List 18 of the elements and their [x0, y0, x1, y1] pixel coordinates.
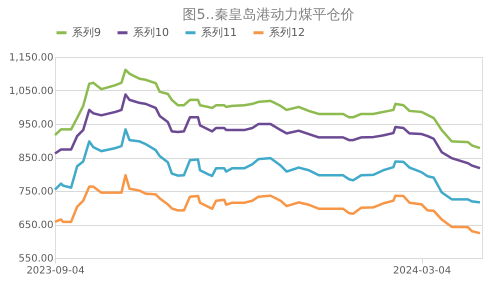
- y-tick-label: 650.00: [18, 220, 54, 231]
- y-tick-label: 1,150.00: [8, 52, 54, 64]
- x-tick-label: 2023-09-04: [26, 266, 85, 276]
- legend-label: 系列9: [72, 26, 101, 39]
- chart-title: 图5..秦皇岛港动力煤平仓价: [182, 7, 354, 23]
- y-tick-label: 750.00: [18, 186, 54, 198]
- y-tick-label: 950.00: [18, 120, 54, 130]
- line-series: [54, 174, 482, 234]
- line-series: [54, 128, 482, 204]
- line-series: [54, 68, 482, 150]
- legend-label: 系列11: [201, 26, 237, 39]
- legend-label: 系列12: [269, 26, 305, 39]
- y-tick-label: 550.00: [18, 254, 54, 264]
- y-tick-label: 850.00: [18, 153, 54, 164]
- line-series: [54, 93, 482, 170]
- legend-label: 系列10: [133, 26, 169, 39]
- x-tick-label: 2024-03-04: [393, 266, 452, 276]
- y-tick-label: 1,050.00: [8, 86, 54, 97]
